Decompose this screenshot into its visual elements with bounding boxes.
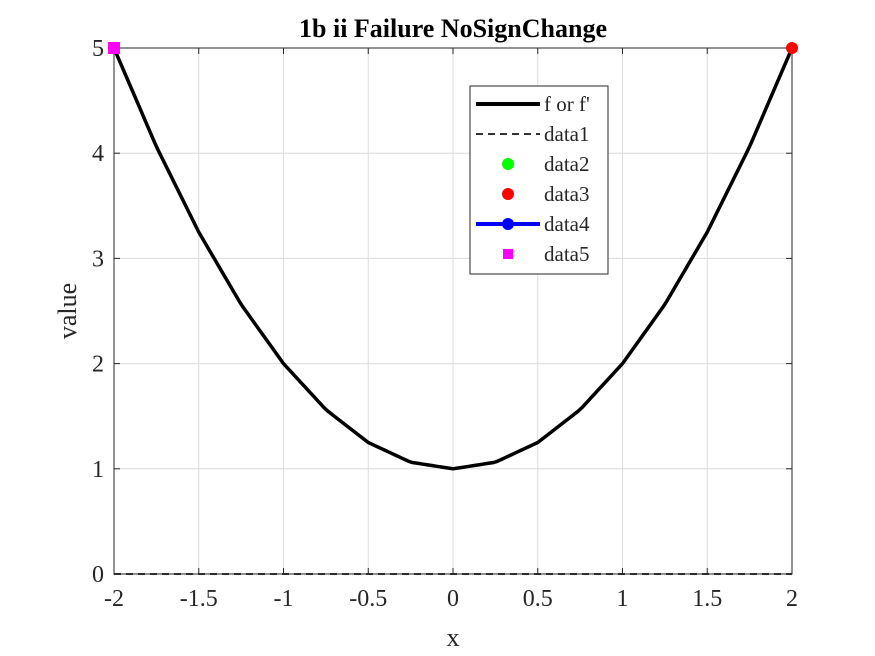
y-tick-label: 1 xyxy=(92,457,104,483)
markers-layer xyxy=(108,42,798,54)
x-tick-label: 1.5 xyxy=(692,586,722,612)
y-tick-label: 5 xyxy=(92,36,104,62)
legend-label: f or f' xyxy=(544,92,590,116)
x-tick-label: 0 xyxy=(447,586,459,612)
legend-swatch-marker xyxy=(502,218,514,230)
y-tick-label: 3 xyxy=(92,246,104,272)
point-data5 xyxy=(108,42,120,54)
legend-label: data4 xyxy=(544,212,590,236)
point-data3 xyxy=(786,42,798,54)
x-tick-label: -0.5 xyxy=(349,586,387,612)
x-tick-label: 2 xyxy=(786,586,798,612)
y-axis-label: value xyxy=(53,283,82,339)
x-tick-label: -1 xyxy=(274,586,294,612)
y-tick-label: 2 xyxy=(92,352,104,378)
series-line-f xyxy=(112,47,794,471)
x-tick-label: 0.5 xyxy=(523,586,553,612)
legend-swatch xyxy=(503,249,513,259)
legend-box xyxy=(469,85,609,275)
legend-swatch xyxy=(502,158,514,170)
x-tick-label: -2 xyxy=(104,586,124,612)
chart-title: 1b ii Failure NoSignChange xyxy=(299,14,607,43)
legend-swatch xyxy=(502,188,514,200)
legend: f or f' data1 data2 data3 data4 data5 xyxy=(469,85,609,275)
y-tick-label: 0 xyxy=(92,562,104,588)
legend-label: data5 xyxy=(544,242,589,266)
legend-label: data2 xyxy=(544,152,589,176)
legend-label: data3 xyxy=(544,182,589,206)
x-axis-label: x xyxy=(447,623,460,652)
legend-label: data1 xyxy=(544,122,589,146)
x-tick-label: -1.5 xyxy=(180,586,218,612)
x-tick-label: 1 xyxy=(617,586,629,612)
y-tick-label: 4 xyxy=(92,141,104,167)
